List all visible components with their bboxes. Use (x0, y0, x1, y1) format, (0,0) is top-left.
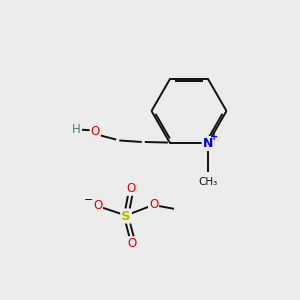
Text: S: S (121, 209, 131, 223)
Text: O: O (149, 198, 158, 211)
Text: CH₃: CH₃ (198, 177, 218, 187)
Text: O: O (128, 237, 136, 250)
Text: N: N (202, 137, 213, 150)
Text: −: − (84, 195, 93, 206)
Text: O: O (91, 125, 100, 138)
Text: H: H (72, 123, 81, 136)
Text: O: O (126, 182, 135, 195)
Text: O: O (93, 199, 102, 212)
Text: +: + (210, 132, 218, 142)
